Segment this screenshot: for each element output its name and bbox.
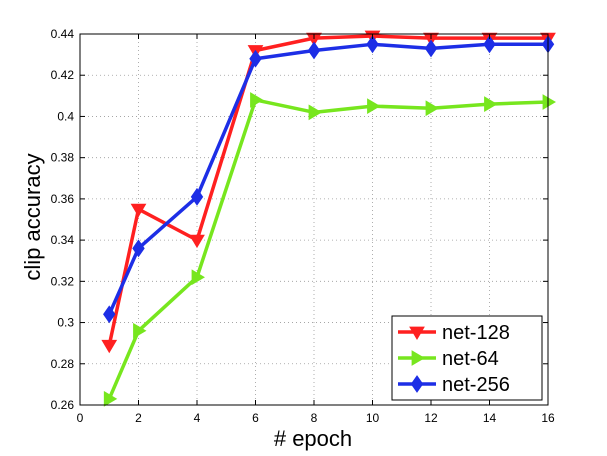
data-point [424,39,438,58]
data-point [306,32,322,47]
y-tick-label: 0.28 [51,357,75,371]
x-tick-label: 16 [541,411,555,425]
legend-label: net-64 [442,348,499,370]
y-tick-label: 0.34 [51,233,75,247]
data-point [423,32,439,47]
legend: net-128 net-64 net-256 [391,315,543,401]
x-tick-label: 6 [252,411,259,425]
y-tick-label: 0.32 [51,274,75,288]
data-point [130,203,147,218]
data-point [249,49,262,68]
legend-label: net-256 [442,374,510,396]
y-tick-label: 0.4 [57,109,74,123]
y-tick-label: 0.38 [51,151,75,165]
data-point [307,41,321,60]
x-tick-labels: 0 2 4 6 8 10 12 14 16 [77,411,555,425]
data-point [483,35,496,54]
data-point [366,35,379,54]
data-point [132,239,145,258]
legend-marker [410,375,424,393]
y-tick-label: 0.44 [51,27,75,41]
x-axis-title: # epoch [274,426,352,451]
data-point [542,94,556,110]
y-tick-label: 0.3 [57,316,74,330]
x-tick-label: 14 [483,411,497,425]
legend-marker [409,326,425,340]
series-line [107,42,548,316]
legend-item: net-128 [398,322,510,344]
legend-label: net-128 [442,322,510,344]
y-tick-label: 0.26 [51,398,75,412]
series-net-64 [103,92,556,407]
data-point [101,339,118,354]
data-point [133,322,147,339]
data-point [367,98,381,115]
series-net-256 [103,35,555,324]
x-tick-label: 2 [135,411,142,425]
x-tick-label: 8 [311,411,318,425]
data-point [191,269,205,286]
data-point [250,92,264,108]
data-point [103,305,116,324]
y-tick-labels: 0.26 0.28 0.3 0.32 0.34 0.36 0.38 0.4 0.42 0.44 [51,27,75,412]
y-tick-label: 0.42 [51,68,75,82]
axis-ticks [79,33,549,406]
y-tick-label: 0.36 [51,192,75,206]
data-point [425,100,439,117]
legend-item: net-256 [398,374,510,396]
x-tick-label: 4 [194,411,201,425]
legend-marker [411,350,425,366]
data-point [103,390,118,407]
x-tick-label: 0 [77,411,84,425]
data-point [484,96,498,112]
y-axis-title: clip accuracy [20,153,45,280]
data-point [308,104,322,121]
legend-item: net-64 [398,348,499,370]
data-point [190,187,204,206]
x-tick-label: 10 [366,411,380,425]
x-tick-label: 12 [424,411,438,425]
data-point [189,234,205,249]
